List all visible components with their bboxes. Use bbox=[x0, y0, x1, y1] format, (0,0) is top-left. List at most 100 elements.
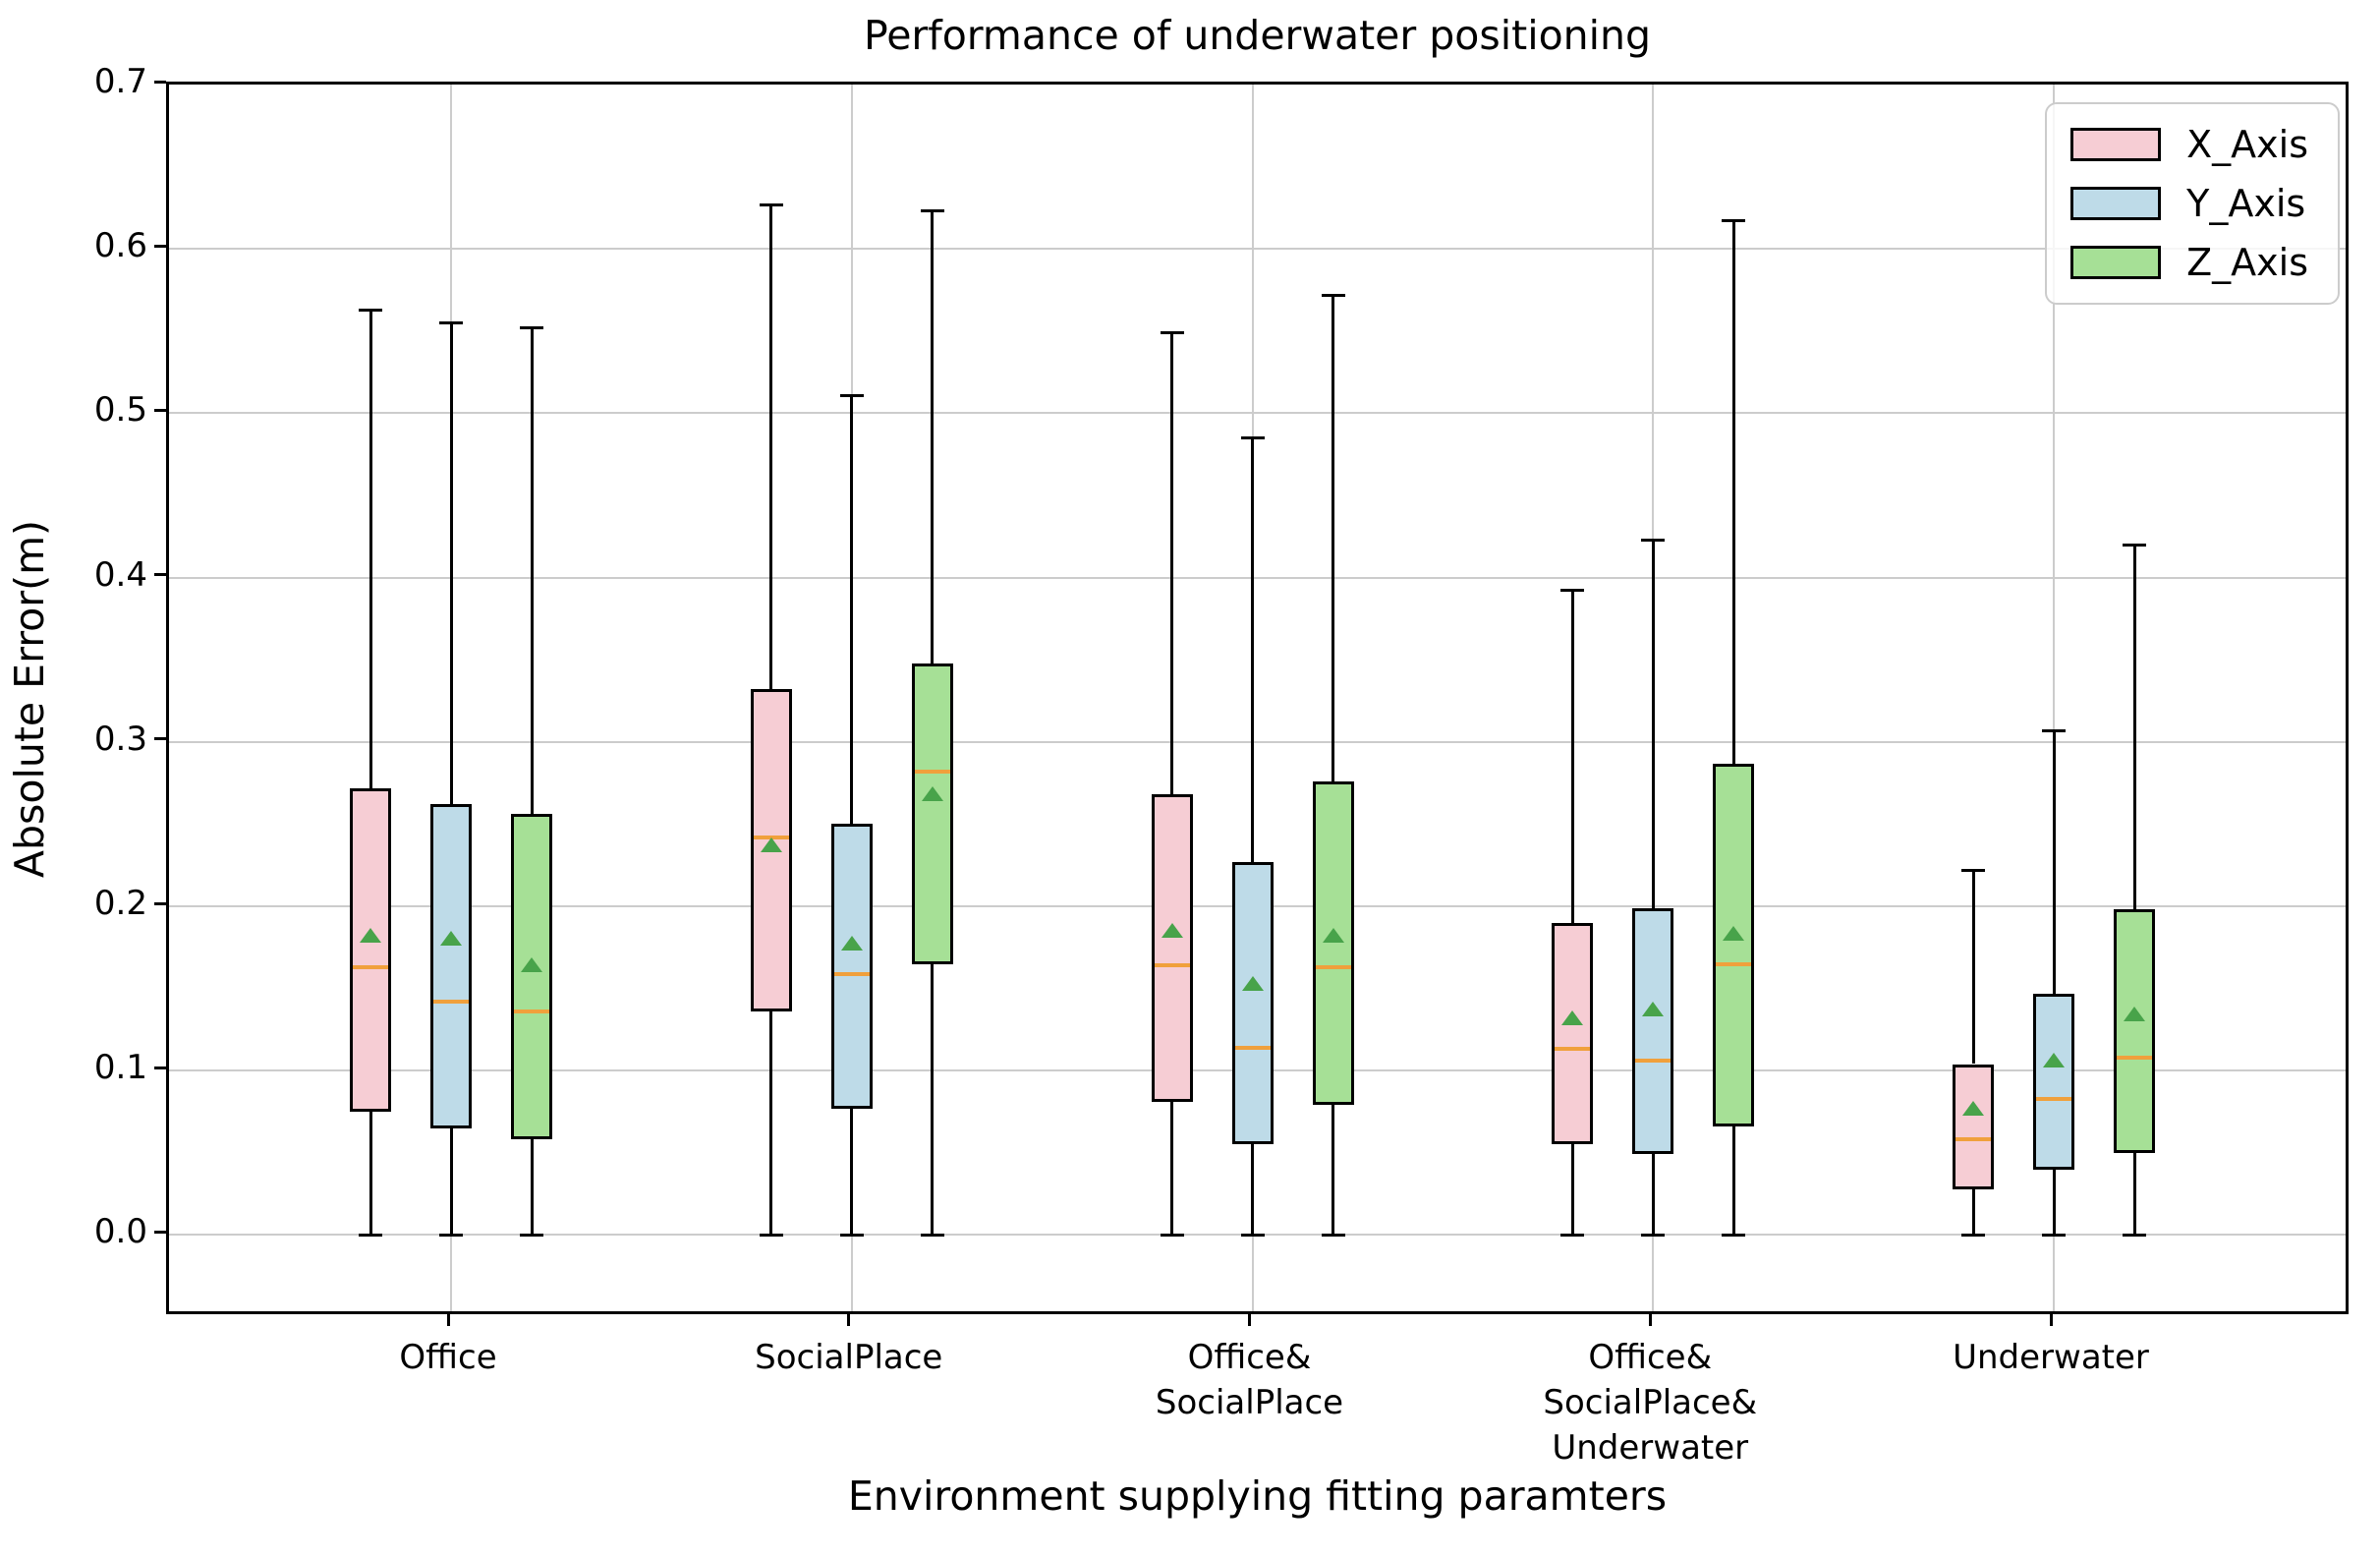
legend-label-Z_Axis: Z_Axis bbox=[2186, 241, 2308, 284]
median-line bbox=[1716, 961, 1752, 966]
iqr-box bbox=[1231, 861, 1274, 1145]
x-tick-label-line: SocialPlace bbox=[755, 1338, 943, 1377]
lower-whisker-cap bbox=[1961, 1233, 1985, 1237]
mean-triangle-marker bbox=[2124, 1007, 2145, 1022]
x-tick-mark bbox=[2049, 1314, 2053, 1326]
median-line bbox=[1154, 963, 1190, 968]
mean-triangle-marker bbox=[440, 931, 462, 947]
lower-whisker bbox=[1170, 1101, 1173, 1236]
upper-whisker bbox=[2132, 545, 2136, 910]
y-tick-label: 0.3 bbox=[93, 719, 147, 759]
x-tick-label: Office& SocialPlace bbox=[955, 1335, 1545, 1425]
lower-whisker-cap bbox=[2042, 1233, 2066, 1237]
lower-whisker bbox=[449, 1127, 453, 1236]
chart-title: Performance of underwater positioning bbox=[863, 12, 1652, 59]
lower-whisker bbox=[2132, 1152, 2136, 1236]
y-tick-mark bbox=[154, 737, 166, 741]
mean-triangle-marker bbox=[360, 928, 381, 944]
iqr-box bbox=[511, 814, 552, 1140]
iqr-box bbox=[2114, 909, 2155, 1153]
median-line bbox=[2117, 1055, 2152, 1060]
lower-whisker bbox=[931, 963, 935, 1236]
upper-whisker bbox=[1251, 437, 1254, 862]
lower-whisker bbox=[530, 1139, 534, 1236]
x-tick-label-line: SocialPlace& bbox=[1543, 1383, 1758, 1422]
legend: X_Axis Y_Axis Z_Axis bbox=[2045, 102, 2340, 305]
iqr-box bbox=[1953, 1064, 1994, 1189]
gridline-horizontal bbox=[169, 412, 2346, 415]
iqr-box bbox=[1151, 794, 1193, 1102]
mean-triangle-marker bbox=[1241, 975, 1264, 991]
upper-whisker bbox=[449, 322, 453, 805]
median-line bbox=[1315, 964, 1351, 969]
gridline-vertical bbox=[2053, 85, 2055, 1311]
upper-whisker-cap bbox=[2042, 728, 2066, 732]
lower-whisker-cap bbox=[759, 1233, 783, 1237]
upper-whisker-cap bbox=[839, 393, 864, 397]
lower-whisker bbox=[1651, 1154, 1655, 1236]
median-line bbox=[753, 835, 789, 839]
lower-whisker bbox=[1731, 1126, 1735, 1236]
mean-triangle-marker bbox=[1561, 1009, 1584, 1025]
median-line bbox=[914, 769, 950, 774]
median-line bbox=[1635, 1059, 1672, 1064]
x-tick-label: Office& SocialPlace& Underwater bbox=[1355, 1335, 1945, 1470]
legend-row-Z_Axis: Z_Axis bbox=[2070, 244, 2308, 281]
iqr-box bbox=[2033, 993, 2074, 1170]
x-tick-label-line: Office bbox=[399, 1338, 497, 1377]
x-tick-mark bbox=[847, 1314, 851, 1326]
median-line bbox=[1555, 1047, 1591, 1052]
y-tick-label: 0.1 bbox=[93, 1048, 147, 1088]
upper-whisker bbox=[850, 395, 854, 825]
x-tick-label: Underwater bbox=[1756, 1335, 2346, 1380]
upper-whisker-cap bbox=[1160, 330, 1184, 334]
lower-whisker-cap bbox=[1641, 1233, 1666, 1237]
upper-whisker bbox=[1651, 540, 1655, 908]
mean-triangle-marker bbox=[1642, 1002, 1665, 1017]
lower-whisker bbox=[1570, 1144, 1574, 1236]
lower-whisker-cap bbox=[439, 1233, 463, 1237]
x-tick-label-line: Office& bbox=[1588, 1338, 1713, 1377]
legend-label-Y_Axis: Y_Axis bbox=[2186, 182, 2306, 225]
lower-whisker-cap bbox=[1722, 1233, 1746, 1237]
mean-triangle-marker bbox=[840, 936, 863, 952]
mean-triangle-marker bbox=[1962, 1100, 1984, 1116]
mean-triangle-marker bbox=[1322, 928, 1344, 944]
upper-whisker bbox=[1570, 590, 1574, 923]
lower-whisker-cap bbox=[920, 1233, 944, 1237]
lower-whisker-cap bbox=[359, 1233, 382, 1237]
lower-whisker-cap bbox=[1560, 1233, 1585, 1237]
lower-whisker-cap bbox=[1160, 1233, 1184, 1237]
upper-whisker bbox=[530, 327, 534, 815]
x-tick-label: SocialPlace bbox=[554, 1335, 1144, 1380]
upper-whisker-cap bbox=[2123, 543, 2146, 547]
lower-whisker-cap bbox=[1240, 1233, 1265, 1237]
mean-triangle-marker bbox=[921, 786, 943, 802]
upper-whisker bbox=[769, 204, 773, 690]
median-line bbox=[514, 1009, 549, 1013]
y-tick-label: 0.5 bbox=[93, 390, 147, 431]
legend-label-X_Axis: X_Axis bbox=[2186, 123, 2308, 166]
y-tick-mark bbox=[154, 573, 166, 577]
upper-whisker-cap bbox=[439, 320, 463, 324]
upper-whisker-cap bbox=[359, 308, 382, 312]
x-tick-mark bbox=[1248, 1314, 1251, 1326]
y-tick-label: 0.2 bbox=[93, 884, 147, 923]
lower-whisker bbox=[368, 1112, 372, 1236]
y-tick-mark bbox=[154, 408, 166, 412]
x-tick-label-line: Underwater bbox=[1552, 1428, 1749, 1468]
iqr-box bbox=[911, 663, 953, 964]
upper-whisker bbox=[1731, 220, 1735, 764]
mean-triangle-marker bbox=[1723, 926, 1745, 942]
x-tick-label-line: Office& bbox=[1187, 1338, 1312, 1377]
y-tick-mark bbox=[154, 80, 166, 84]
legend-row-Y_Axis: Y_Axis bbox=[2070, 185, 2308, 222]
gridline-horizontal bbox=[169, 576, 2346, 579]
upper-whisker bbox=[1971, 870, 1975, 1065]
upper-whisker bbox=[1332, 295, 1334, 781]
upper-whisker-cap bbox=[1321, 293, 1345, 297]
upper-whisker bbox=[2052, 730, 2056, 994]
y-tick-label: 0.6 bbox=[93, 226, 147, 266]
upper-whisker bbox=[931, 210, 935, 663]
